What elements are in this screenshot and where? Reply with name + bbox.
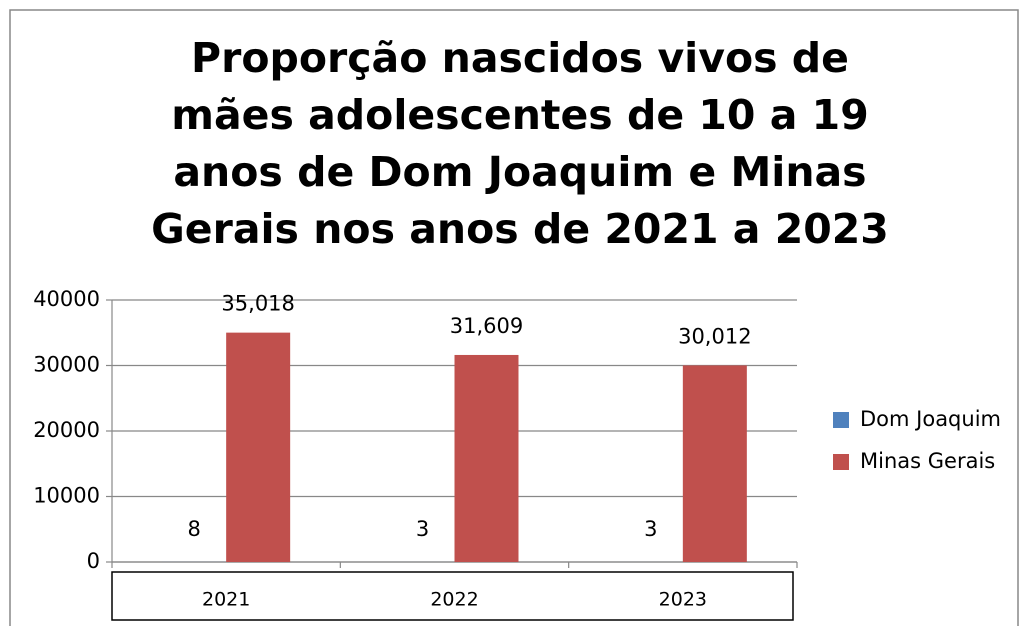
chart-title: Proporção nascidos vivos de mães adolesc… — [151, 34, 889, 253]
data-label: 35,018 — [221, 292, 294, 316]
data-label: 3 — [416, 517, 429, 541]
y-tick-label: 40000 — [33, 287, 100, 311]
bar — [226, 332, 291, 562]
legend-label: Minas Gerais — [860, 449, 995, 473]
data-label: 30,012 — [678, 324, 751, 348]
y-tick-label: 10000 — [33, 484, 100, 508]
y-tick-label: 0 — [87, 549, 100, 573]
legend-swatch — [833, 412, 849, 428]
chart-frame — [9, 9, 1019, 626]
data-label: 3 — [644, 517, 657, 541]
x-tick-label: 2022 — [430, 589, 478, 611]
category-box — [111, 571, 794, 621]
bar — [454, 354, 519, 562]
x-tick-label: 2021 — [202, 589, 250, 611]
x-tick-label: 2023 — [659, 589, 707, 611]
legend-label: Dom Joaquim — [860, 407, 1001, 431]
y-tick-label: 30000 — [33, 353, 100, 377]
data-label: 31,609 — [450, 314, 523, 338]
data-label: 8 — [187, 517, 200, 541]
bar — [682, 365, 747, 562]
legend-swatch — [833, 454, 849, 470]
y-tick-label: 20000 — [33, 418, 100, 442]
